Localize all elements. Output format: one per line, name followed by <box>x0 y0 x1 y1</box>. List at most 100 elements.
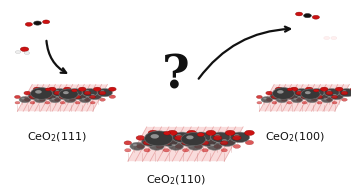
Circle shape <box>191 132 211 143</box>
Circle shape <box>175 144 183 148</box>
Text: ?: ? <box>162 52 190 98</box>
Circle shape <box>79 95 86 98</box>
Circle shape <box>45 95 50 98</box>
Circle shape <box>25 22 32 26</box>
Circle shape <box>21 98 25 99</box>
Circle shape <box>206 130 216 136</box>
Circle shape <box>295 12 303 16</box>
Circle shape <box>15 51 21 53</box>
Circle shape <box>211 132 230 143</box>
Circle shape <box>225 130 235 136</box>
Circle shape <box>312 15 320 19</box>
Circle shape <box>326 91 333 95</box>
Circle shape <box>330 92 344 100</box>
Circle shape <box>99 91 106 95</box>
Circle shape <box>75 95 81 98</box>
Circle shape <box>30 95 36 98</box>
Circle shape <box>276 97 288 103</box>
Circle shape <box>63 91 69 94</box>
Circle shape <box>222 139 227 142</box>
Circle shape <box>187 130 196 136</box>
Circle shape <box>351 87 352 91</box>
Circle shape <box>109 95 115 98</box>
Circle shape <box>197 133 204 136</box>
Circle shape <box>291 95 297 98</box>
Circle shape <box>287 101 292 104</box>
Circle shape <box>294 88 309 97</box>
Circle shape <box>31 88 52 99</box>
Circle shape <box>14 95 20 98</box>
Circle shape <box>336 95 342 98</box>
Circle shape <box>301 89 320 99</box>
Circle shape <box>82 88 98 97</box>
Circle shape <box>153 132 172 143</box>
Circle shape <box>51 98 55 99</box>
Circle shape <box>296 91 303 95</box>
Circle shape <box>61 94 65 96</box>
Circle shape <box>168 140 176 145</box>
Circle shape <box>125 149 131 152</box>
Circle shape <box>70 98 75 101</box>
Circle shape <box>256 95 262 98</box>
Circle shape <box>64 95 70 98</box>
Circle shape <box>67 98 70 99</box>
Circle shape <box>201 141 209 145</box>
Circle shape <box>182 141 189 145</box>
Circle shape <box>85 90 89 92</box>
Circle shape <box>287 95 293 98</box>
Circle shape <box>90 95 96 98</box>
Circle shape <box>304 14 312 18</box>
Circle shape <box>76 94 80 96</box>
Circle shape <box>309 88 324 97</box>
Circle shape <box>291 97 303 103</box>
Circle shape <box>281 91 288 95</box>
Circle shape <box>180 137 197 146</box>
Circle shape <box>39 98 45 101</box>
Circle shape <box>332 101 337 104</box>
Circle shape <box>331 36 337 40</box>
Circle shape <box>272 88 294 99</box>
Circle shape <box>52 88 67 97</box>
Circle shape <box>70 90 74 92</box>
Circle shape <box>261 97 273 103</box>
Circle shape <box>187 140 196 145</box>
Circle shape <box>59 95 65 98</box>
Circle shape <box>341 98 347 101</box>
Circle shape <box>327 98 332 101</box>
Circle shape <box>215 134 220 137</box>
Circle shape <box>213 136 222 140</box>
Circle shape <box>188 142 203 150</box>
Circle shape <box>278 98 282 99</box>
Circle shape <box>31 94 34 96</box>
Circle shape <box>34 95 40 98</box>
Circle shape <box>163 149 170 152</box>
Circle shape <box>28 92 42 100</box>
Circle shape <box>64 97 76 103</box>
Circle shape <box>40 90 44 92</box>
Circle shape <box>149 142 164 150</box>
Circle shape <box>151 134 159 139</box>
Circle shape <box>194 136 203 140</box>
Circle shape <box>145 131 173 146</box>
Circle shape <box>288 94 291 96</box>
Circle shape <box>37 88 52 97</box>
Circle shape <box>143 141 151 145</box>
Circle shape <box>232 136 241 140</box>
Circle shape <box>273 94 276 96</box>
Circle shape <box>300 92 314 100</box>
Circle shape <box>84 91 91 95</box>
Circle shape <box>321 97 333 103</box>
Circle shape <box>161 137 178 146</box>
Circle shape <box>327 90 331 92</box>
Circle shape <box>341 91 348 95</box>
Circle shape <box>312 90 316 92</box>
Circle shape <box>133 144 137 146</box>
Circle shape <box>183 139 188 142</box>
Circle shape <box>302 101 307 104</box>
Circle shape <box>277 90 284 94</box>
Circle shape <box>49 97 61 103</box>
Circle shape <box>94 87 101 91</box>
Circle shape <box>124 141 132 145</box>
Circle shape <box>332 95 338 98</box>
Circle shape <box>33 87 41 91</box>
